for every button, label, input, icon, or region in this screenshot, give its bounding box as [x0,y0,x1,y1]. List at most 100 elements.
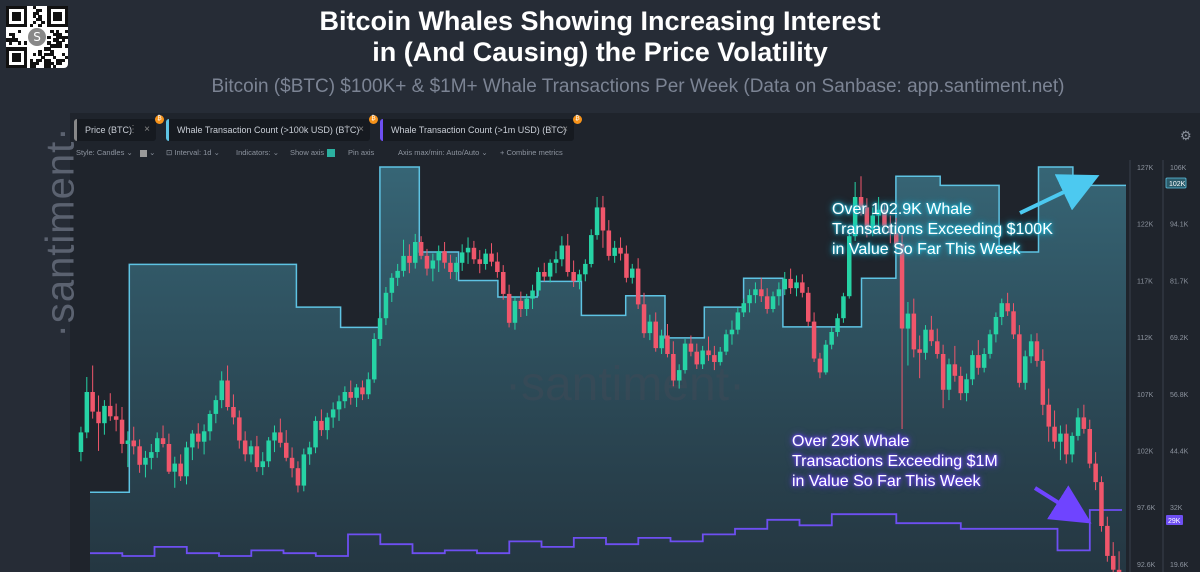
pin-axis-toggle[interactable]: Pin axis [348,148,374,157]
candle [894,217,899,251]
candle [330,402,336,428]
candle [935,328,940,359]
candle-body [301,454,307,486]
candle [272,425,277,453]
qr-module [8,65,13,69]
qr-module [65,23,69,27]
candle-body [606,230,612,256]
candle [800,274,805,298]
candle-body [1028,341,1034,357]
candle-body [1069,435,1075,455]
annotation-100k-line-1: Over 102.9K Whale [832,201,972,218]
candle-body [987,334,993,354]
candle [729,320,735,345]
annotation-1m: Over 29K Whale Transactions Exceeding $1… [792,432,998,492]
candle [1052,410,1057,449]
qr-module [11,17,16,22]
candle [237,410,242,449]
candle [1023,350,1028,390]
qr-module [23,56,27,60]
candle-body [559,245,565,260]
candle [512,296,518,330]
purple-arrow [1033,485,1092,524]
candle-body [348,392,353,398]
price-tick-label: 102K [1137,449,1154,456]
candle-body [1011,311,1016,335]
candle [254,435,260,472]
more-icon[interactable]: ⋮ [546,124,556,135]
candle-body [313,420,318,448]
qr-module [11,6,16,10]
candle [589,229,594,268]
candle-body [993,317,999,335]
candle-body [1017,334,1022,383]
tab-whale-100k[interactable]: Whale Transaction Count (>100k USD) (BTC… [166,115,378,141]
qr-module [56,6,60,10]
candle-body [207,414,213,432]
qr-module [41,20,45,24]
candle [1005,292,1010,316]
style-select[interactable]: Style: Candles ⌄ [76,148,133,157]
qr-module [56,32,60,36]
candle [618,237,623,261]
candle-body [430,260,436,269]
combine-metrics-button[interactable]: + Combine metrics [500,148,563,157]
candle-body [882,209,887,226]
interval-select[interactable]: ⊡ Interval: 1d ⌄ [166,148,220,157]
annotation-100k-line-2: Transactions Exceeding $100K [832,221,1053,238]
santiment-watermark: ·santiment· [505,358,745,411]
candle [471,240,477,264]
candle-body [137,446,142,465]
qr-module [32,62,36,66]
candle [770,291,776,313]
whale-tick-label: 106K [1170,165,1187,172]
qr-module [29,62,33,66]
more-icon[interactable]: ⋮ [342,124,352,135]
candle-body [852,197,858,237]
show-axis-label: Show axis [290,148,325,157]
qr-module [23,8,27,13]
more-icon[interactable]: ⋮ [128,124,138,135]
qr-module [8,32,13,36]
tab-price[interactable]: Price (BTC) ⋮ × ₿ [74,115,164,141]
qr-module [6,56,10,60]
axis-minmax-select[interactable]: Axis max/min: Auto/Auto ⌄ [398,148,488,157]
indicators-select[interactable]: Indicators: ⌄ [236,148,279,157]
candle [718,347,723,366]
qr-module [6,8,10,13]
candle [248,440,254,463]
candle [524,293,529,316]
qr-module [47,35,51,39]
candle [149,444,154,470]
qr-module [65,8,69,13]
show-axis-toggle[interactable]: Show axis [290,148,336,158]
annotation-100k: Over 102.9K Whale Transactions Exceeding… [832,200,1053,260]
tab-whale-100k-label: Whale Transaction Count (>100k USD) (BTC… [177,125,360,135]
qr-module [50,53,54,57]
qr-module [23,23,27,27]
color-swatch[interactable]: ⌄ [140,148,155,157]
price-candles [78,176,1122,572]
candle-body [465,247,471,253]
candle [694,343,699,369]
whale-tick-label: 81.7K [1170,278,1189,285]
close-icon[interactable]: × [358,124,364,135]
candle [542,262,547,282]
candle [911,298,917,358]
candle [987,329,993,359]
candle-body [589,235,594,264]
candle-body [946,364,952,390]
candle [454,257,459,281]
candle [113,403,119,432]
close-icon[interactable]: × [144,124,150,135]
tab-whale-1m[interactable]: Whale Transaction Count (>1m USD) (BTC) … [380,115,582,141]
settings-icon[interactable]: ⚙ [1180,128,1192,143]
whale-100k-current-label: 102K [1169,181,1186,188]
qr-module [38,17,42,22]
candle [284,430,289,462]
qr-module [23,6,27,10]
qr-module [38,59,42,63]
candle-body [659,335,664,349]
close-icon[interactable]: × [562,124,568,135]
